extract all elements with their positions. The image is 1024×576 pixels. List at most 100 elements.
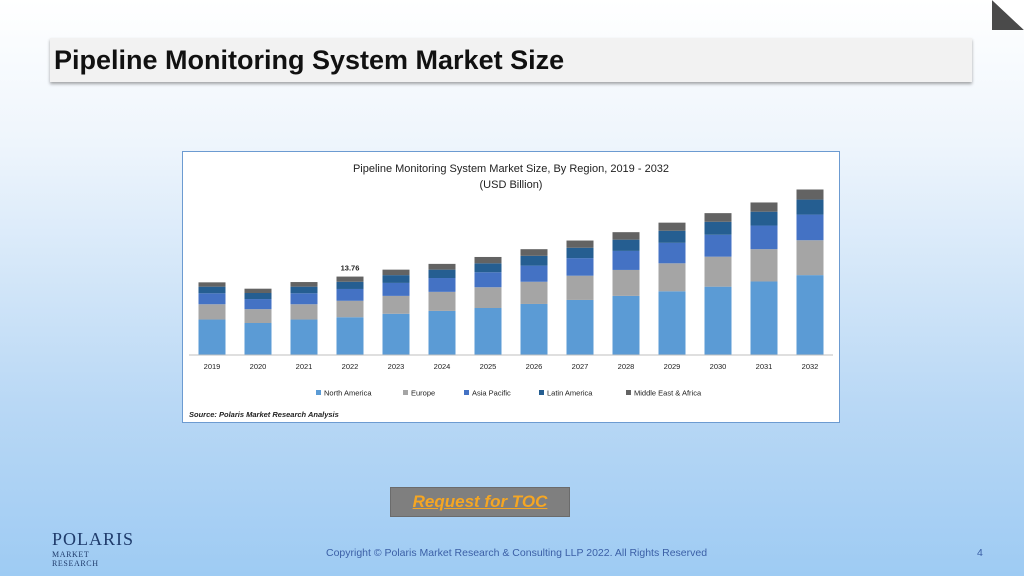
bar-segment bbox=[474, 308, 502, 355]
source-note: Source: Polaris Market Research Analysis bbox=[189, 410, 339, 419]
legend-item: Middle East & Africa bbox=[626, 389, 702, 398]
bar-segment bbox=[428, 310, 456, 355]
bar-segment bbox=[704, 213, 732, 222]
legend-item: North America bbox=[316, 389, 372, 398]
bar-segment bbox=[428, 278, 456, 292]
x-tick-label: 2024 bbox=[434, 362, 451, 371]
bar-segment bbox=[520, 255, 548, 266]
bar-segment bbox=[474, 287, 502, 309]
bar-segment bbox=[750, 211, 778, 226]
bar-segment bbox=[336, 317, 364, 355]
bar-segment bbox=[336, 281, 364, 289]
corner-triangle-icon bbox=[992, 0, 1024, 30]
legend-swatch bbox=[539, 390, 544, 395]
title-bar: Pipeline Monitoring System Market Size bbox=[50, 38, 972, 82]
bar-segment bbox=[244, 293, 272, 300]
chart-subtitle: (USD Billion) bbox=[480, 179, 543, 191]
bar-segment bbox=[336, 300, 364, 318]
bar-segment bbox=[520, 303, 548, 355]
bar-segment bbox=[520, 281, 548, 304]
bar-segment bbox=[198, 293, 226, 305]
bar-segment bbox=[658, 242, 686, 264]
legend-label: Europe bbox=[411, 389, 435, 398]
bar-segment bbox=[290, 304, 318, 320]
bar-segment bbox=[290, 293, 318, 305]
bar-segment bbox=[796, 275, 824, 355]
bar-segment bbox=[244, 309, 272, 323]
bar-segment bbox=[428, 291, 456, 311]
logo-line2: MARKET RESEARCH bbox=[52, 550, 99, 568]
bar-segment bbox=[658, 263, 686, 292]
x-tick-label: 2026 bbox=[526, 362, 543, 371]
bar-segment bbox=[612, 295, 640, 355]
x-tick-label: 2021 bbox=[296, 362, 313, 371]
legend-item: Europe bbox=[403, 389, 435, 398]
bar-segment bbox=[198, 304, 226, 320]
legend-label: Middle East & Africa bbox=[634, 389, 702, 398]
copyright-text: Copyright © Polaris Market Research & Co… bbox=[326, 547, 708, 559]
bar-segment bbox=[382, 313, 410, 355]
legend-item: Latin America bbox=[539, 389, 593, 398]
legend-label: Latin America bbox=[547, 389, 593, 398]
bar-segment bbox=[198, 286, 226, 294]
legend-swatch bbox=[316, 390, 321, 395]
x-tick-label: 2025 bbox=[480, 362, 497, 371]
bar-segment bbox=[382, 269, 410, 276]
x-tick-label: 2029 bbox=[664, 362, 681, 371]
chart-title: Pipeline Monitoring System Market Size, … bbox=[353, 163, 669, 175]
legend-swatch bbox=[403, 390, 408, 395]
bar-segment bbox=[658, 291, 686, 355]
bar-segment bbox=[382, 275, 410, 283]
data-label: 13.76 bbox=[341, 264, 360, 273]
bar-segment bbox=[474, 256, 502, 264]
bar-segment bbox=[520, 265, 548, 282]
polaris-logo: POLARIS MARKET RESEARCH bbox=[52, 530, 133, 568]
bar-segment bbox=[750, 249, 778, 282]
bar-segment bbox=[566, 247, 594, 259]
x-tick-label: 2027 bbox=[572, 362, 589, 371]
x-tick-label: 2020 bbox=[250, 362, 267, 371]
x-tick-label: 2032 bbox=[802, 362, 819, 371]
bar-segment bbox=[704, 234, 732, 257]
bar-segment bbox=[612, 232, 640, 240]
legend-swatch bbox=[464, 390, 469, 395]
bar-segment bbox=[566, 258, 594, 276]
legend-label: Asia Pacific bbox=[472, 389, 511, 398]
bar-segment bbox=[796, 214, 824, 241]
chart-container: Pipeline Monitoring System Market Size, … bbox=[182, 151, 840, 423]
x-tick-label: 2023 bbox=[388, 362, 405, 371]
bar-segment bbox=[244, 299, 272, 310]
bar-segment bbox=[796, 189, 824, 200]
x-tick-label: 2031 bbox=[756, 362, 773, 371]
bar-segment bbox=[198, 282, 226, 287]
bar-segment bbox=[566, 240, 594, 248]
bar-segment bbox=[704, 256, 732, 287]
stacked-bar-chart: Pipeline Monitoring System Market Size, … bbox=[189, 163, 833, 419]
bar-segment bbox=[612, 250, 640, 270]
bar-segment bbox=[658, 222, 686, 231]
bar-segment bbox=[198, 319, 226, 355]
bar-segment bbox=[336, 276, 364, 282]
bar-segment bbox=[428, 263, 456, 270]
bar-segment bbox=[566, 299, 594, 355]
bar-segment bbox=[244, 288, 272, 294]
legend-swatch bbox=[626, 390, 631, 395]
bar-segment bbox=[474, 263, 502, 273]
bar-segment bbox=[382, 295, 410, 314]
bar-segment bbox=[612, 239, 640, 251]
bar-segment bbox=[796, 240, 824, 276]
bar-segment bbox=[382, 282, 410, 296]
bar-segment bbox=[612, 269, 640, 296]
bar-segment bbox=[290, 319, 318, 355]
x-tick-label: 2019 bbox=[204, 362, 221, 371]
bar-segment bbox=[704, 221, 732, 235]
x-tick-label: 2028 bbox=[618, 362, 635, 371]
bar-segment bbox=[244, 322, 272, 355]
request-toc-button[interactable]: Request for TOC bbox=[390, 487, 570, 517]
bar-segment bbox=[750, 281, 778, 355]
bar-segment bbox=[290, 286, 318, 294]
bar-segment bbox=[474, 272, 502, 288]
page-number: 4 bbox=[977, 547, 983, 559]
bar-segment bbox=[290, 282, 318, 287]
legend-item: Asia Pacific bbox=[464, 389, 511, 398]
